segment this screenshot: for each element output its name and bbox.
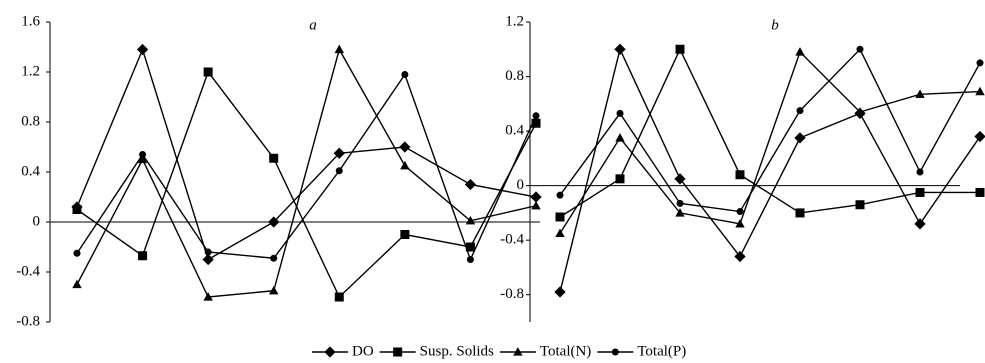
data-point [675,44,685,54]
legend-marker [324,346,336,358]
legend-item: Total(P) [597,343,686,359]
legend-label: DO [352,343,374,359]
data-point [532,112,540,120]
data-point [137,154,148,164]
data-point [400,230,410,240]
legend-marker [611,348,619,356]
y-tick-label: 0.4 [21,163,40,179]
data-point [202,253,214,266]
series-line [76,72,537,262]
data-point [204,248,212,256]
series-line [559,48,981,213]
data-point [796,107,804,115]
data-point [268,216,280,228]
y-tick-label: 0 [33,213,41,229]
data-point [555,228,565,238]
data-point [335,167,343,175]
legend-item: DO [312,343,374,359]
data-point [734,250,746,263]
legend-label: Susp. Solids [420,343,494,359]
chart-title: b [771,17,779,33]
data-point [676,199,684,207]
data-point [975,86,985,96]
y-tick-label: -0.8 [16,313,40,329]
series-line [76,47,537,298]
data-point [531,200,541,210]
data-point [269,285,279,295]
legend-marker [513,347,523,356]
series-line [559,47,981,293]
data-point [270,254,278,262]
y-tick-label: 1.2 [21,63,40,79]
data-point [916,168,924,176]
data-point [675,208,685,217]
data-point [400,160,410,170]
data-point [399,141,411,153]
y-tick-label: -0.4 [500,232,524,248]
data-point [72,279,82,289]
chart-title: a [309,17,317,33]
data-point [795,208,805,218]
legend-item: Susp. Solids [379,343,494,359]
data-point [795,47,805,56]
data-point [975,187,985,197]
y-tick-label: 1.6 [21,13,40,29]
data-point [855,107,865,116]
data-point [139,151,147,159]
series-line [76,70,537,299]
data-point [136,43,149,56]
y-tick-label: 0.8 [505,68,524,84]
data-point [976,59,984,67]
data-point [138,251,148,261]
data-point [615,174,625,184]
legend-label: Total(N) [540,343,591,359]
y-tick-label: 1.2 [505,13,524,29]
series-line [559,47,980,218]
series-line [559,50,981,234]
data-point [555,212,565,222]
data-point [334,44,344,54]
data-point [334,292,344,302]
data-point [73,249,81,257]
data-point [794,132,806,144]
y-tick-label: -0.4 [16,263,40,279]
data-point [72,205,82,215]
data-point [735,219,745,228]
legend-label: Total(P) [637,343,686,359]
legend-marker [393,347,403,357]
data-point [855,200,865,210]
data-point [736,208,744,216]
data-point [465,215,476,225]
data-point [203,67,213,77]
data-point [914,218,926,230]
data-point [615,133,625,142]
data-point [269,153,279,163]
y-tick-label: 0.4 [505,123,524,139]
data-point [333,147,345,159]
y-tick-label: -0.8 [500,286,524,302]
data-point [915,187,925,197]
series-line [76,47,537,261]
legend-item: Total(N) [499,343,591,359]
data-point [466,255,474,263]
data-point [735,170,745,180]
data-point [556,191,564,199]
data-point [554,286,566,298]
y-tick-label: 0.8 [21,113,40,129]
data-point [530,191,542,203]
data-point [614,43,626,55]
data-point [674,173,686,185]
y-tick-label: 0 [517,177,525,193]
data-point [856,45,864,53]
data-point [915,89,925,98]
data-point [203,292,213,301]
data-point [401,71,409,79]
data-point [616,109,624,117]
data-point [974,130,985,143]
data-point [464,178,477,191]
